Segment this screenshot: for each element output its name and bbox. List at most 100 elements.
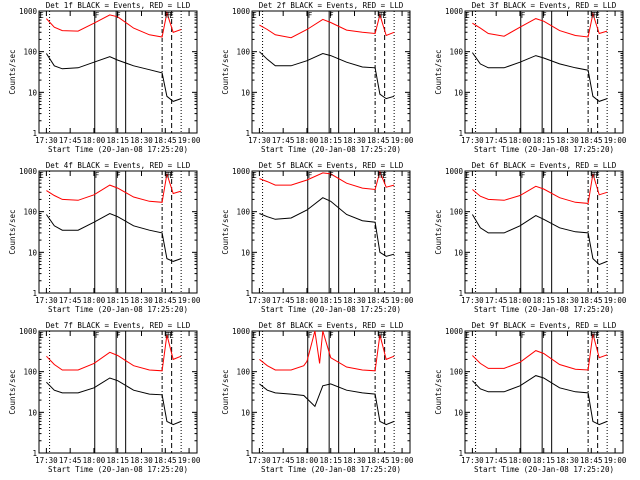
event-marker-label: F bbox=[95, 11, 100, 20]
event-marker-label: FE bbox=[591, 171, 601, 180]
y-tick-label: 1000 bbox=[19, 167, 38, 176]
panel-8: Det 8f BLACK = Events, RED = LLD 1 10 100 10… bbox=[221, 321, 414, 474]
y-tick-label: 10 bbox=[28, 248, 38, 257]
y-axis-label: Counts/sec bbox=[434, 209, 443, 254]
panel-title: Det 3f BLACK = Events, RED = LLD bbox=[472, 1, 617, 10]
panel-title: Det 5f BLACK = Events, RED = LLD bbox=[259, 161, 404, 170]
y-tick-label: 10 bbox=[241, 408, 251, 417]
x-tick-label: 19:00 bbox=[604, 296, 627, 305]
x-tick-label: 18:15 bbox=[532, 136, 555, 145]
y-tick-label: 100 bbox=[23, 48, 37, 57]
x-tick-label: 18:15 bbox=[319, 296, 342, 305]
y-tick-label: 100 bbox=[449, 48, 463, 57]
series-line bbox=[471, 214, 608, 266]
x-tick-label: 18:45 bbox=[367, 136, 390, 145]
event-marker-label: F bbox=[116, 331, 121, 340]
x-axis-label: Start Time (20-Jan-08 17:25:20) bbox=[474, 465, 614, 474]
x-tick-label: 18:00 bbox=[296, 456, 319, 465]
event-marker-label: FE bbox=[165, 11, 175, 20]
event-marker-label: FE bbox=[378, 11, 388, 20]
x-tick-label: 18:30 bbox=[130, 136, 153, 145]
series-line bbox=[472, 375, 608, 426]
panel-1: Det 1f BLACK = Events, RED = LLD 1 10 100 10… bbox=[8, 1, 201, 154]
x-tick-label: 17:30 bbox=[35, 136, 58, 145]
panel-title: Det 6f BLACK = Events, RED = LLD bbox=[472, 161, 617, 170]
x-tick-label: 19:00 bbox=[178, 296, 201, 305]
x-tick-label: 17:30 bbox=[35, 456, 58, 465]
panel-5: Det 5f BLACK = Events, RED = LLD 1 10 100 10… bbox=[221, 161, 414, 314]
event-marker-label: F bbox=[167, 331, 172, 340]
series-line bbox=[471, 52, 608, 102]
x-tick-label: 18:30 bbox=[130, 296, 153, 305]
event-marker-label: F bbox=[116, 11, 121, 20]
x-tick-label: 18:45 bbox=[367, 296, 390, 305]
event-marker-label: F bbox=[329, 11, 334, 20]
series-line bbox=[259, 51, 395, 100]
x-tick-label: 17:45 bbox=[272, 456, 295, 465]
event-marker-label: F bbox=[380, 331, 385, 340]
y-tick-label: 1000 bbox=[232, 7, 251, 16]
y-tick-label: 1000 bbox=[445, 327, 464, 336]
y-tick-label: 100 bbox=[23, 368, 37, 377]
y-tick-label: 1 bbox=[32, 129, 37, 138]
event-marker-label: E bbox=[252, 11, 257, 20]
x-tick-label: 18:45 bbox=[154, 456, 177, 465]
event-marker-label: F bbox=[521, 171, 526, 180]
series-line bbox=[259, 383, 395, 426]
event-marker-label: F bbox=[329, 331, 334, 340]
event-marker-label: FE bbox=[591, 11, 601, 20]
panel-4: Det 4f BLACK = Events, RED = LLD 1 10 100 10… bbox=[8, 161, 201, 314]
panel-title: Det 2f BLACK = Events, RED = LLD bbox=[259, 1, 404, 10]
event-marker-label: FE bbox=[165, 171, 175, 180]
x-axis-label: Start Time (20-Jan-08 17:25:20) bbox=[48, 465, 188, 474]
y-axis-label: Counts/sec bbox=[434, 49, 443, 94]
y-tick-label: 1 bbox=[32, 449, 37, 458]
event-marker-label: E bbox=[252, 171, 257, 180]
plot-frame bbox=[38, 170, 198, 294]
x-tick-label: 19:00 bbox=[178, 456, 201, 465]
x-tick-label: 18:30 bbox=[556, 456, 579, 465]
event-marker-label: E bbox=[465, 331, 470, 340]
x-axis-label: Start Time (20-Jan-08 17:25:20) bbox=[48, 305, 188, 314]
panel-title: Det 9f BLACK = Events, RED = LLD bbox=[472, 321, 617, 330]
event-marker-label: F bbox=[593, 11, 598, 20]
series-line bbox=[46, 377, 182, 426]
y-axis-label: Counts/sec bbox=[434, 369, 443, 414]
x-tick-label: 19:00 bbox=[604, 136, 627, 145]
x-tick-label: 18:15 bbox=[106, 456, 129, 465]
x-tick-label: 18:45 bbox=[580, 456, 603, 465]
x-tick-label: 19:00 bbox=[178, 136, 201, 145]
event-marker-label: F bbox=[380, 11, 385, 20]
x-tick-label: 19:00 bbox=[391, 296, 414, 305]
x-tick-label: 18:45 bbox=[580, 296, 603, 305]
series-line bbox=[46, 173, 182, 203]
event-marker-label: E bbox=[39, 11, 44, 20]
x-tick-label: 17:30 bbox=[461, 136, 484, 145]
event-marker-label: F bbox=[167, 171, 172, 180]
x-tick-label: 18:15 bbox=[106, 136, 129, 145]
x-tick-label: 18:15 bbox=[532, 456, 555, 465]
y-tick-label: 1000 bbox=[232, 167, 251, 176]
x-axis-label: Start Time (20-Jan-08 17:25:20) bbox=[474, 305, 614, 314]
series-line bbox=[472, 11, 608, 38]
y-tick-label: 1000 bbox=[445, 7, 464, 16]
x-tick-label: 18:45 bbox=[367, 456, 390, 465]
x-tick-label: 17:30 bbox=[248, 456, 271, 465]
y-tick-label: 1 bbox=[458, 129, 463, 138]
x-tick-label: 18:45 bbox=[580, 136, 603, 145]
event-marker-label: F bbox=[542, 11, 547, 20]
y-tick-label: 10 bbox=[241, 248, 251, 257]
x-tick-label: 18:00 bbox=[296, 296, 319, 305]
x-tick-label: 18:00 bbox=[509, 136, 532, 145]
event-marker-label: F bbox=[308, 331, 313, 340]
event-marker-label: F bbox=[95, 171, 100, 180]
x-tick-label: 18:00 bbox=[83, 456, 106, 465]
x-tick-label: 18:00 bbox=[83, 296, 106, 305]
x-tick-label: 17:30 bbox=[461, 456, 484, 465]
x-tick-label: 18:15 bbox=[532, 296, 555, 305]
panel-7: Det 7f BLACK = Events, RED = LLD 1 10 100 10… bbox=[8, 321, 201, 474]
y-tick-label: 1 bbox=[458, 449, 463, 458]
y-tick-label: 10 bbox=[454, 408, 464, 417]
event-marker-label: F bbox=[308, 171, 313, 180]
